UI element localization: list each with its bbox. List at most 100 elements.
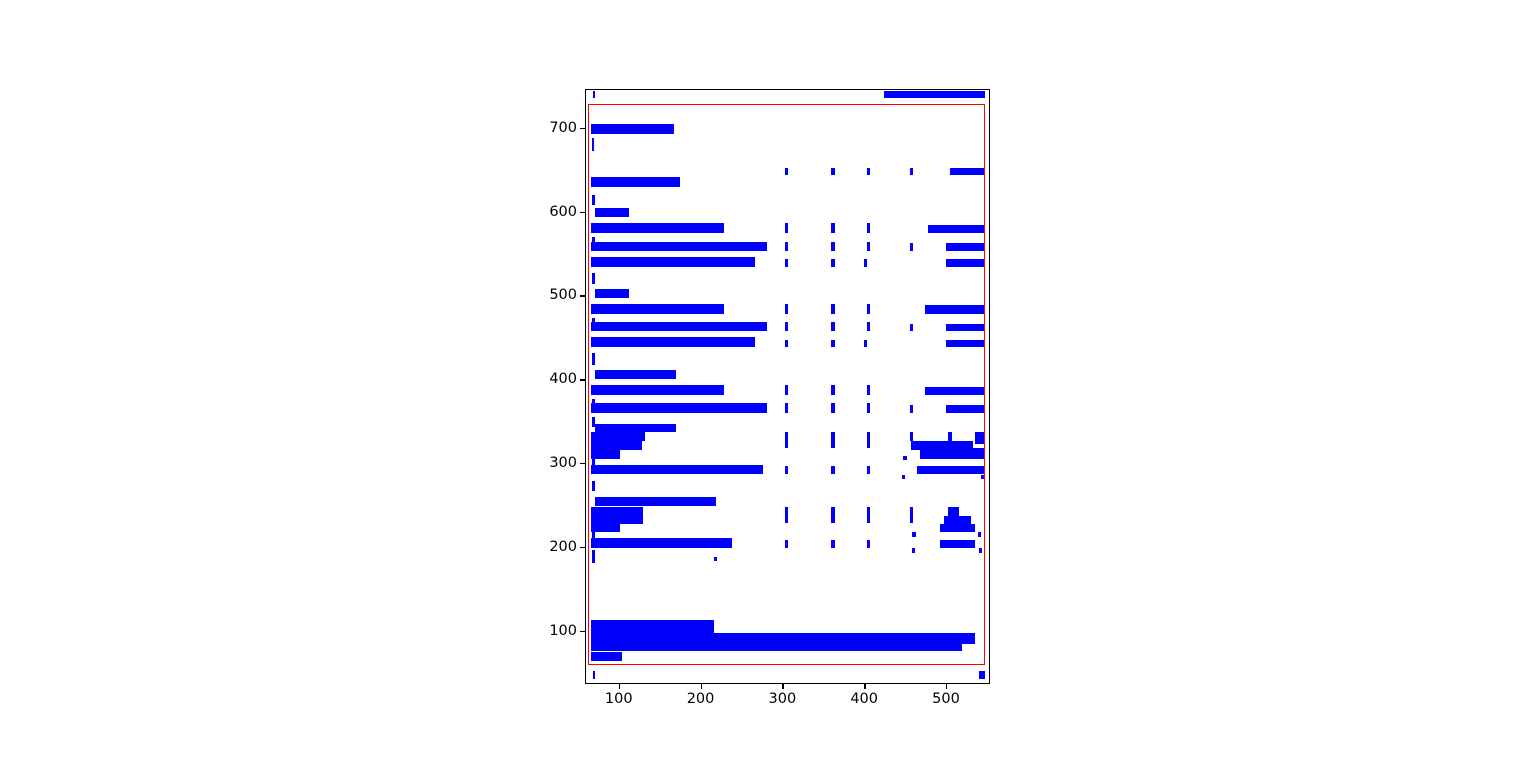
y-tick-mark bbox=[580, 630, 586, 632]
bar bbox=[595, 288, 629, 298]
bar bbox=[910, 506, 914, 524]
bar bbox=[917, 466, 986, 474]
bar bbox=[864, 339, 868, 348]
y-tick-label: 500 bbox=[549, 287, 577, 304]
bar bbox=[831, 241, 835, 251]
bar bbox=[866, 506, 870, 524]
bar bbox=[831, 506, 835, 524]
bar bbox=[591, 353, 595, 365]
bar bbox=[924, 386, 986, 396]
bar bbox=[977, 532, 982, 537]
bar bbox=[590, 303, 725, 314]
bar bbox=[866, 403, 870, 413]
x-tick-label: 400 bbox=[850, 691, 879, 707]
bar bbox=[595, 369, 676, 380]
bar bbox=[866, 384, 870, 396]
bar bbox=[784, 540, 789, 548]
x-tick-mark bbox=[782, 683, 784, 689]
bar bbox=[590, 633, 976, 644]
bar bbox=[590, 177, 681, 188]
x-tick-mark bbox=[700, 683, 702, 689]
bar bbox=[784, 403, 789, 413]
bar bbox=[713, 556, 717, 561]
bar bbox=[595, 497, 717, 507]
bar bbox=[910, 167, 914, 176]
bar bbox=[866, 322, 870, 332]
bar bbox=[592, 90, 595, 99]
bar bbox=[784, 384, 789, 396]
bar bbox=[831, 431, 835, 448]
bar bbox=[912, 532, 916, 537]
bar bbox=[590, 241, 767, 251]
plot-axes: 700 600 500 400 300 200 100 100 200 300 400 500 bbox=[549, 89, 990, 706]
bar bbox=[590, 652, 622, 661]
y-tick-mark bbox=[580, 211, 586, 213]
bar bbox=[591, 137, 595, 152]
bar bbox=[590, 403, 767, 413]
bar bbox=[590, 223, 725, 234]
bar bbox=[784, 259, 789, 267]
y-tick-label: 100 bbox=[549, 622, 577, 639]
bar bbox=[910, 441, 973, 451]
bar bbox=[590, 384, 725, 396]
y-tick-label: 200 bbox=[549, 538, 577, 555]
bar bbox=[910, 323, 914, 332]
bar bbox=[946, 259, 986, 267]
y-tick-mark bbox=[580, 379, 586, 381]
bar bbox=[784, 466, 789, 474]
bar bbox=[946, 405, 986, 413]
bar bbox=[978, 548, 982, 553]
bar bbox=[866, 167, 870, 176]
bar bbox=[784, 322, 789, 332]
bar bbox=[592, 670, 595, 680]
bar bbox=[590, 450, 620, 459]
bar bbox=[866, 431, 870, 448]
region-of-interest-rectangle bbox=[587, 104, 986, 665]
bar bbox=[590, 431, 645, 442]
bar bbox=[940, 540, 976, 548]
bar bbox=[784, 303, 789, 314]
bar bbox=[590, 643, 963, 652]
bar bbox=[590, 256, 755, 267]
bar bbox=[590, 124, 675, 135]
bar bbox=[911, 548, 915, 553]
y-tick-mark bbox=[580, 462, 586, 465]
bar bbox=[866, 466, 870, 474]
x-tick-mark bbox=[618, 683, 621, 689]
bar bbox=[831, 303, 835, 314]
y-tick-label: 700 bbox=[549, 119, 577, 136]
bar bbox=[591, 532, 595, 543]
bar bbox=[784, 223, 789, 234]
bar bbox=[940, 524, 976, 533]
bar bbox=[591, 272, 595, 285]
y-tick-label: 600 bbox=[549, 203, 577, 220]
bar bbox=[590, 441, 642, 451]
bar bbox=[866, 223, 870, 234]
bar bbox=[831, 384, 835, 396]
bar bbox=[946, 323, 986, 332]
bar bbox=[784, 241, 789, 251]
bar bbox=[590, 538, 733, 548]
bar bbox=[591, 481, 595, 492]
bar bbox=[590, 506, 644, 516]
bar bbox=[784, 431, 789, 448]
y-tick-mark bbox=[580, 295, 586, 297]
bar bbox=[784, 339, 789, 348]
plot-area bbox=[586, 90, 989, 683]
bar bbox=[944, 515, 971, 525]
bar bbox=[590, 464, 763, 474]
bar bbox=[924, 305, 986, 314]
bar bbox=[946, 339, 986, 348]
bar bbox=[981, 474, 986, 479]
bar bbox=[831, 540, 835, 548]
bar bbox=[948, 431, 952, 442]
bar bbox=[591, 416, 595, 427]
bar bbox=[590, 337, 755, 348]
bar bbox=[910, 243, 914, 251]
bar bbox=[590, 524, 620, 533]
x-tick-label: 300 bbox=[768, 691, 797, 707]
y-tick-mark bbox=[580, 127, 586, 130]
bar bbox=[866, 241, 870, 251]
bar bbox=[910, 405, 914, 413]
